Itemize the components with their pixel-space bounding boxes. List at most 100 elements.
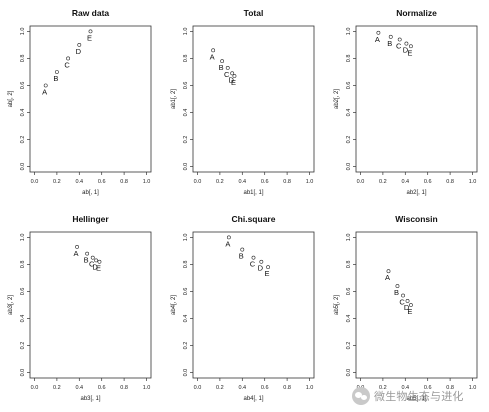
data-point xyxy=(54,70,59,74)
x-tick-label: 1.0 xyxy=(143,385,151,391)
plot-frame xyxy=(29,25,152,173)
scatter-panel: Raw data 0.0 0.2 0.4 0.6 0.8 1.0 0.0 0.2 0.4 0.6 0.… xyxy=(8,8,152,196)
data-point xyxy=(401,293,405,298)
data-point xyxy=(251,255,256,260)
y-tick-label: 0.2 xyxy=(346,342,352,350)
y-tick-label: 0.0 xyxy=(346,163,352,171)
data-point xyxy=(405,299,410,303)
plot-frame xyxy=(355,25,478,173)
x-tick-label: 1.0 xyxy=(469,385,477,391)
wechat-icon xyxy=(352,387,370,405)
data-point xyxy=(408,44,413,49)
y-tick-label: 0.2 xyxy=(20,342,26,350)
data-point xyxy=(77,43,82,47)
data-point xyxy=(94,258,99,263)
x-tick-label: 0.2 xyxy=(53,179,61,185)
watermark-text: 微生物生态与进化 xyxy=(374,390,464,403)
x-tick-label: 0.0 xyxy=(31,179,39,185)
watermark: 微生物生态与进化 xyxy=(352,385,488,407)
point-label: A xyxy=(74,249,79,258)
y-tick-label: 0.4 xyxy=(20,109,26,117)
y-tick-label: 0.2 xyxy=(20,136,26,144)
panel-title: Hellinger xyxy=(72,214,109,224)
panel-title: Total xyxy=(244,8,264,18)
y-axis-label: ab5[, 2] xyxy=(334,295,340,315)
x-tick-label: 0.2 xyxy=(379,179,387,185)
y-tick-label: 0.6 xyxy=(346,288,352,296)
y-tick-label: 1.0 xyxy=(183,234,189,242)
x-tick-label: 0.8 xyxy=(120,385,128,391)
plot-frame xyxy=(355,231,478,379)
data-point xyxy=(88,29,93,34)
data-point xyxy=(404,41,409,46)
x-tick-label: 0.0 xyxy=(357,179,365,185)
data-point xyxy=(43,83,48,88)
data-point xyxy=(395,284,400,288)
data-point xyxy=(226,235,231,240)
data-point xyxy=(376,30,381,35)
y-tick-label: 0.4 xyxy=(183,109,189,117)
y-tick-label: 1.0 xyxy=(346,28,352,36)
y-axis-label: ab4[, 2] xyxy=(171,295,177,315)
point-label: A xyxy=(225,239,230,248)
point-label: E xyxy=(407,307,412,316)
data-point xyxy=(408,303,413,307)
y-tick-label: 0.8 xyxy=(20,261,26,269)
x-tick-label: 0.8 xyxy=(446,385,454,391)
data-point xyxy=(90,255,95,260)
y-tick-label: 0.2 xyxy=(346,136,352,144)
y-tick-label: 1.0 xyxy=(346,234,352,242)
point-label: A xyxy=(375,35,380,44)
panel-title: Wisconsin xyxy=(395,214,437,224)
point-label: B xyxy=(219,63,224,72)
y-tick-label: 0.0 xyxy=(183,163,189,171)
x-tick-label: 0.4 xyxy=(401,179,409,185)
y-tick-label: 1.0 xyxy=(20,28,26,36)
x-tick-label: 0.6 xyxy=(424,385,432,391)
x-tick-label: 1.0 xyxy=(306,385,314,391)
y-tick-label: 0.0 xyxy=(20,369,26,377)
x-tick-label: 0.6 xyxy=(261,385,269,391)
point-label: D xyxy=(258,264,264,273)
y-tick-label: 0.4 xyxy=(346,109,352,117)
x-axis-label: ab2[, 1] xyxy=(406,190,426,196)
y-tick-label: 0.6 xyxy=(183,82,189,90)
x-tick-label: 0.4 xyxy=(401,385,409,391)
data-point xyxy=(211,48,216,53)
point-label: B xyxy=(53,74,58,83)
y-axis-label: ab3[, 2] xyxy=(8,295,14,315)
x-tick-label: 0.6 xyxy=(98,385,106,391)
data-point xyxy=(386,269,391,274)
scatter-panel: Normalize 0.0 0.2 0.4 0.6 0.8 1.0 0.0 0.2 0.4 0.6 0… xyxy=(334,8,478,196)
point-label: A xyxy=(42,87,47,96)
y-tick-label: 0.8 xyxy=(346,55,352,63)
data-point xyxy=(220,59,225,64)
x-tick-label: 0.0 xyxy=(31,385,39,391)
data-point xyxy=(230,71,235,76)
data-point xyxy=(388,34,393,39)
point-label: D xyxy=(92,262,98,271)
y-tick-label: 0.6 xyxy=(20,288,26,296)
data-point xyxy=(266,265,270,270)
point-label: E xyxy=(407,48,412,57)
y-tick-label: 0.2 xyxy=(183,136,189,144)
x-axis-label: ab1[, 1] xyxy=(243,190,263,196)
plot-frame xyxy=(192,25,315,173)
data-point xyxy=(225,66,230,70)
point-label: E xyxy=(231,78,236,87)
x-axis-label: ab3[, 1] xyxy=(80,396,100,402)
scatter-panel: Total 0.0 0.2 0.4 0.6 0.8 1.0 0.0 0.2 0.4 0.6 0.8 1.… xyxy=(171,8,315,196)
data-point xyxy=(97,259,102,264)
data-point xyxy=(259,259,264,264)
y-tick-label: 0.0 xyxy=(20,163,26,171)
data-point xyxy=(85,251,90,256)
y-tick-label: 1.0 xyxy=(183,28,189,36)
point-label: B xyxy=(387,39,392,48)
point-label: D xyxy=(404,303,410,312)
x-axis-label: ab[, 1] xyxy=(82,190,99,196)
y-tick-label: 1.0 xyxy=(20,234,26,242)
point-label: E xyxy=(87,33,92,42)
point-label: C xyxy=(250,260,256,269)
data-point xyxy=(66,56,70,61)
point-label: A xyxy=(210,52,215,61)
